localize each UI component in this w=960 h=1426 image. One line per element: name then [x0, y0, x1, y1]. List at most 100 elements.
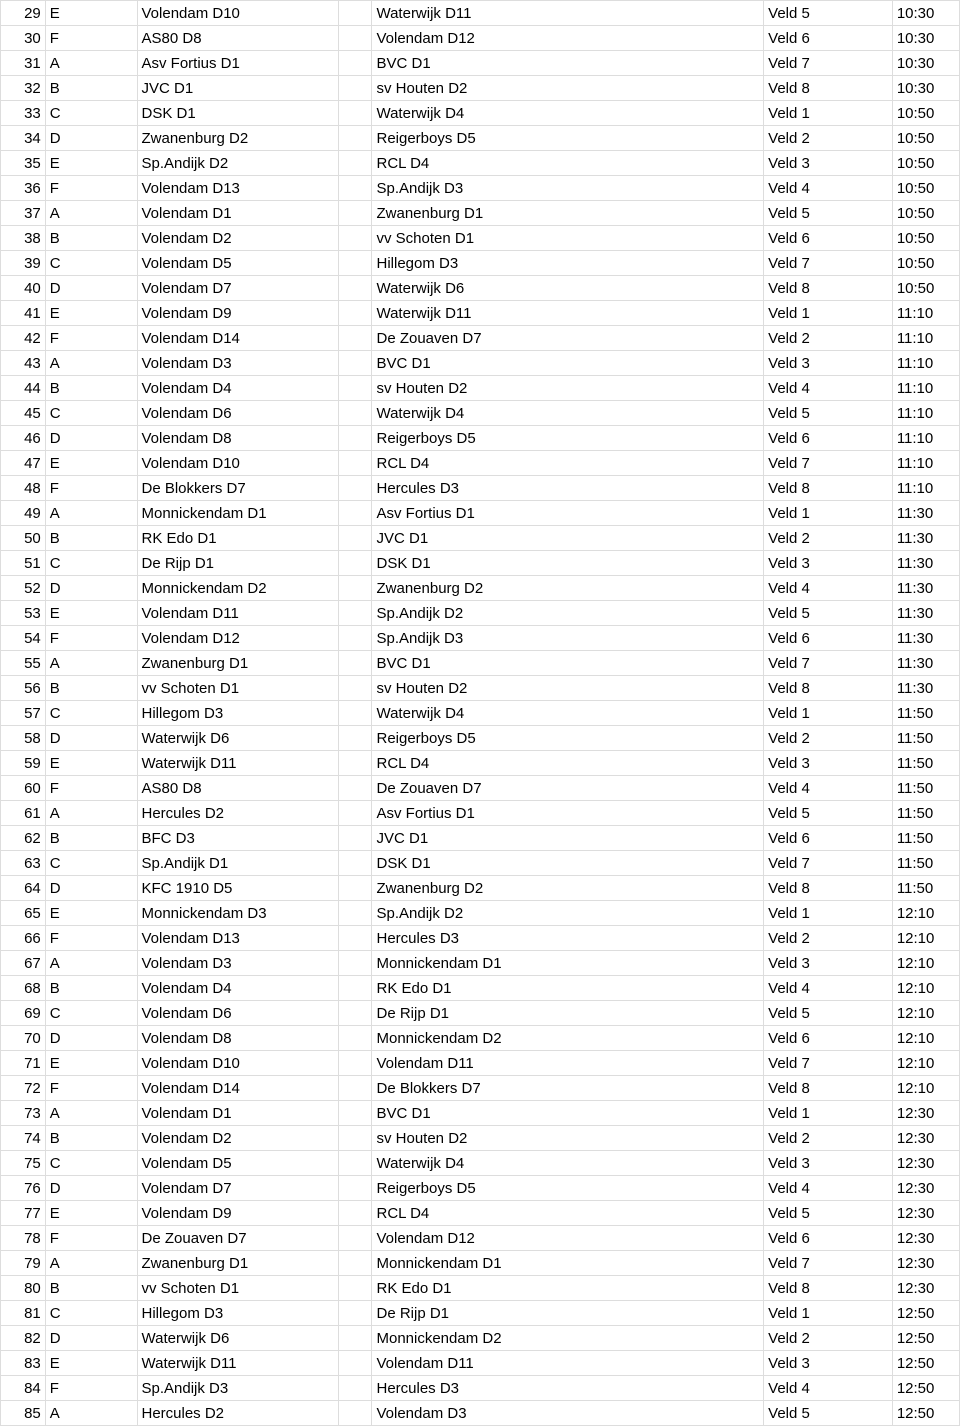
home-team: Volendam D1 [137, 201, 338, 226]
table-row: 69CVolendam D6De Rijp D1Veld 512:10 [1, 1001, 960, 1026]
table-row: 62BBFC D3JVC D1Veld 611:50 [1, 826, 960, 851]
field-name: Veld 1 [764, 701, 893, 726]
field-name: Veld 3 [764, 751, 893, 776]
gap-cell [338, 1051, 372, 1076]
gap-cell [338, 526, 372, 551]
row-number: 39 [1, 251, 46, 276]
away-team: JVC D1 [372, 826, 764, 851]
home-team: AS80 D8 [137, 26, 338, 51]
away-team: RCL D4 [372, 151, 764, 176]
home-team: Volendam D3 [137, 951, 338, 976]
group-letter: D [45, 1026, 137, 1051]
table-row: 73AVolendam D1BVC D1Veld 112:30 [1, 1101, 960, 1126]
gap-cell [338, 1401, 372, 1426]
field-name: Veld 5 [764, 401, 893, 426]
away-team: RK Edo D1 [372, 1276, 764, 1301]
away-team: BVC D1 [372, 351, 764, 376]
gap-cell [338, 401, 372, 426]
match-time: 12:30 [892, 1176, 959, 1201]
table-row: 56Bvv Schoten D1sv Houten D2Veld 811:30 [1, 676, 960, 701]
row-number: 81 [1, 1301, 46, 1326]
home-team: Volendam D13 [137, 176, 338, 201]
table-row: 37AVolendam D1Zwanenburg D1Veld 510:50 [1, 201, 960, 226]
group-letter: F [45, 626, 137, 651]
group-letter: B [45, 76, 137, 101]
group-letter: D [45, 426, 137, 451]
away-team: De Blokkers D7 [372, 1076, 764, 1101]
match-time: 10:30 [892, 51, 959, 76]
group-letter: A [45, 1401, 137, 1426]
away-team: Volendam D11 [372, 1051, 764, 1076]
table-row: 64DKFC 1910 D5Zwanenburg D2Veld 811:50 [1, 876, 960, 901]
home-team: Monnickendam D2 [137, 576, 338, 601]
row-number: 37 [1, 201, 46, 226]
table-row: 77EVolendam D9RCL D4Veld 512:30 [1, 1201, 960, 1226]
field-name: Veld 8 [764, 76, 893, 101]
table-row: 85AHercules D2Volendam D3Veld 512:50 [1, 1401, 960, 1426]
field-name: Veld 4 [764, 776, 893, 801]
gap-cell [338, 251, 372, 276]
away-team: sv Houten D2 [372, 76, 764, 101]
home-team: BFC D3 [137, 826, 338, 851]
gap-cell [338, 801, 372, 826]
field-name: Veld 6 [764, 26, 893, 51]
table-row: 81CHillegom D3De Rijp D1Veld 112:50 [1, 1301, 960, 1326]
group-letter: A [45, 51, 137, 76]
row-number: 36 [1, 176, 46, 201]
away-team: Monnickendam D1 [372, 951, 764, 976]
gap-cell [338, 101, 372, 126]
away-team: Volendam D3 [372, 1401, 764, 1426]
match-time: 12:50 [892, 1351, 959, 1376]
field-name: Veld 2 [764, 926, 893, 951]
match-time: 12:10 [892, 1026, 959, 1051]
group-letter: E [45, 601, 137, 626]
home-team: Volendam D7 [137, 1176, 338, 1201]
field-name: Veld 5 [764, 1001, 893, 1026]
group-letter: B [45, 226, 137, 251]
group-letter: A [45, 1251, 137, 1276]
field-name: Veld 7 [764, 1051, 893, 1076]
home-team: Zwanenburg D2 [137, 126, 338, 151]
home-team: Volendam D2 [137, 1126, 338, 1151]
home-team: Hercules D2 [137, 1401, 338, 1426]
field-name: Veld 6 [764, 426, 893, 451]
field-name: Veld 1 [764, 1301, 893, 1326]
row-number: 79 [1, 1251, 46, 1276]
table-row: 80Bvv Schoten D1RK Edo D1Veld 812:30 [1, 1276, 960, 1301]
row-number: 34 [1, 126, 46, 151]
row-number: 48 [1, 476, 46, 501]
group-letter: C [45, 1301, 137, 1326]
row-number: 53 [1, 601, 46, 626]
home-team: Hercules D2 [137, 801, 338, 826]
match-time: 12:10 [892, 1001, 959, 1026]
field-name: Veld 5 [764, 801, 893, 826]
home-team: DSK D1 [137, 101, 338, 126]
home-team: Asv Fortius D1 [137, 51, 338, 76]
field-name: Veld 5 [764, 1, 893, 26]
gap-cell [338, 76, 372, 101]
row-number: 78 [1, 1226, 46, 1251]
home-team: KFC 1910 D5 [137, 876, 338, 901]
field-name: Veld 1 [764, 1101, 893, 1126]
away-team: Monnickendam D1 [372, 1251, 764, 1276]
match-time: 12:10 [892, 1076, 959, 1101]
away-team: De Zouaven D7 [372, 776, 764, 801]
gap-cell [338, 476, 372, 501]
match-time: 12:10 [892, 901, 959, 926]
home-team: RK Edo D1 [137, 526, 338, 551]
field-name: Veld 3 [764, 1151, 893, 1176]
away-team: Volendam D12 [372, 1226, 764, 1251]
match-time: 12:30 [892, 1101, 959, 1126]
gap-cell [338, 976, 372, 1001]
field-name: Veld 4 [764, 1376, 893, 1401]
gap-cell [338, 1151, 372, 1176]
away-team: Reigerboys D5 [372, 726, 764, 751]
row-number: 29 [1, 1, 46, 26]
away-team: De Zouaven D7 [372, 326, 764, 351]
home-team: Volendam D9 [137, 301, 338, 326]
table-row: 30FAS80 D8Volendam D12Veld 610:30 [1, 26, 960, 51]
away-team: RK Edo D1 [372, 976, 764, 1001]
away-team: Zwanenburg D2 [372, 576, 764, 601]
match-time: 12:50 [892, 1326, 959, 1351]
away-team: Waterwijk D4 [372, 701, 764, 726]
